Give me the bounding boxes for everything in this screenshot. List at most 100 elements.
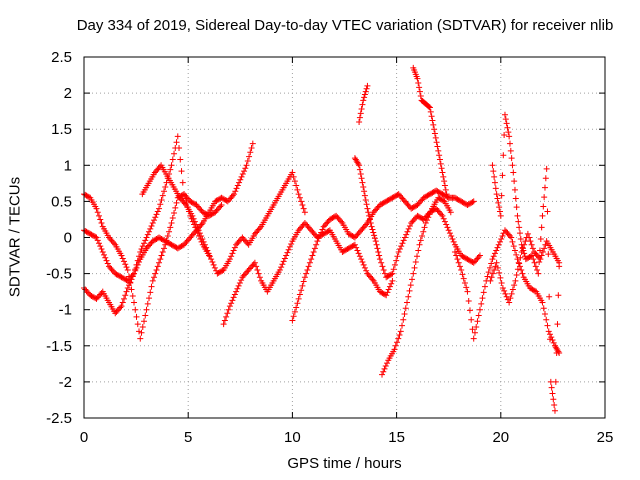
data-point: [155, 165, 162, 172]
data-point: [148, 222, 155, 229]
data-point: [463, 284, 470, 291]
data-point: [491, 173, 498, 180]
data-point: [239, 170, 246, 177]
data-point: [432, 134, 439, 141]
data-point: [97, 243, 104, 250]
data-point: [119, 274, 126, 281]
data-point: [234, 240, 241, 247]
data-point: [469, 259, 476, 266]
data-point: [133, 261, 140, 268]
data-point: [401, 198, 408, 205]
data-point: [296, 225, 303, 232]
data-point: [507, 147, 514, 154]
data-point: [341, 247, 348, 254]
data-point: [522, 256, 529, 263]
data-point: [313, 241, 320, 248]
data-point: [233, 185, 240, 192]
data-point: [205, 250, 212, 257]
data-point: [439, 212, 446, 219]
data-point: [416, 199, 423, 206]
data-point: [235, 238, 242, 245]
data-point: [526, 253, 533, 260]
data-point: [450, 238, 457, 245]
data-point: [310, 230, 317, 237]
data-point: [176, 244, 183, 251]
data-point: [137, 335, 144, 342]
data-point: [420, 194, 427, 201]
data-point: [388, 271, 395, 278]
data-point: [181, 200, 188, 207]
data-point: [141, 318, 148, 325]
data-point: [213, 197, 220, 204]
data-point: [240, 235, 247, 242]
data-point: [408, 220, 415, 227]
data-point: [376, 202, 383, 209]
data-point: [411, 264, 418, 271]
data-point: [127, 279, 134, 286]
data-point: [142, 237, 149, 244]
data-point: [124, 266, 131, 273]
data-point: [183, 238, 190, 245]
data-point: [324, 219, 331, 226]
data-point: [189, 231, 196, 238]
data-point: [328, 215, 335, 222]
data-point: [348, 243, 355, 250]
data-point: [309, 252, 316, 259]
data-point: [537, 256, 544, 263]
data-point: [403, 231, 410, 238]
data-point: [504, 124, 511, 131]
data-point: [381, 199, 388, 206]
data-point: [211, 264, 218, 271]
data-point: [525, 254, 532, 261]
data-point: [361, 91, 368, 98]
data-point: [229, 297, 236, 304]
data-point: [394, 253, 401, 260]
data-point: [433, 139, 440, 146]
x-axis-label: GPS time / hours: [287, 455, 402, 472]
data-point: [107, 264, 114, 271]
data-point: [363, 201, 370, 208]
data-point: [243, 162, 250, 169]
data-point: [518, 248, 525, 255]
data-point: [519, 245, 526, 252]
data-point: [240, 272, 247, 279]
data-point: [470, 259, 477, 266]
data-point: [543, 165, 550, 172]
data-point: [294, 186, 301, 193]
data-point: [361, 222, 368, 229]
data-point: [469, 199, 476, 206]
data-point: [378, 259, 385, 266]
data-point: [213, 207, 220, 214]
data-point: [411, 203, 418, 210]
data-point: [230, 294, 237, 301]
data-point: [494, 195, 501, 202]
data-point: [409, 276, 416, 283]
data-point: [383, 292, 390, 299]
data-point: [163, 238, 170, 245]
data-point: [436, 152, 443, 159]
data-point: [346, 231, 353, 238]
data-point: [284, 249, 291, 256]
data-point: [343, 246, 350, 253]
data-point: [420, 228, 427, 235]
data-point: [323, 220, 330, 227]
data-point: [88, 292, 95, 299]
data-point: [528, 241, 535, 248]
data-point: [256, 274, 263, 281]
data-point: [171, 243, 178, 250]
data-point: [380, 199, 387, 206]
data-point: [164, 239, 171, 246]
data-point: [501, 131, 508, 138]
data-point: [229, 250, 236, 257]
data-point: [455, 259, 462, 266]
data-point: [254, 228, 261, 235]
data-point: [359, 259, 366, 266]
data-point: [531, 287, 538, 294]
data-point: [552, 378, 559, 385]
data-point: [359, 225, 366, 232]
data-point: [129, 292, 136, 299]
series-2: [81, 140, 256, 284]
data-point: [384, 197, 391, 204]
data-point: [92, 233, 99, 240]
data-point: [458, 198, 465, 205]
